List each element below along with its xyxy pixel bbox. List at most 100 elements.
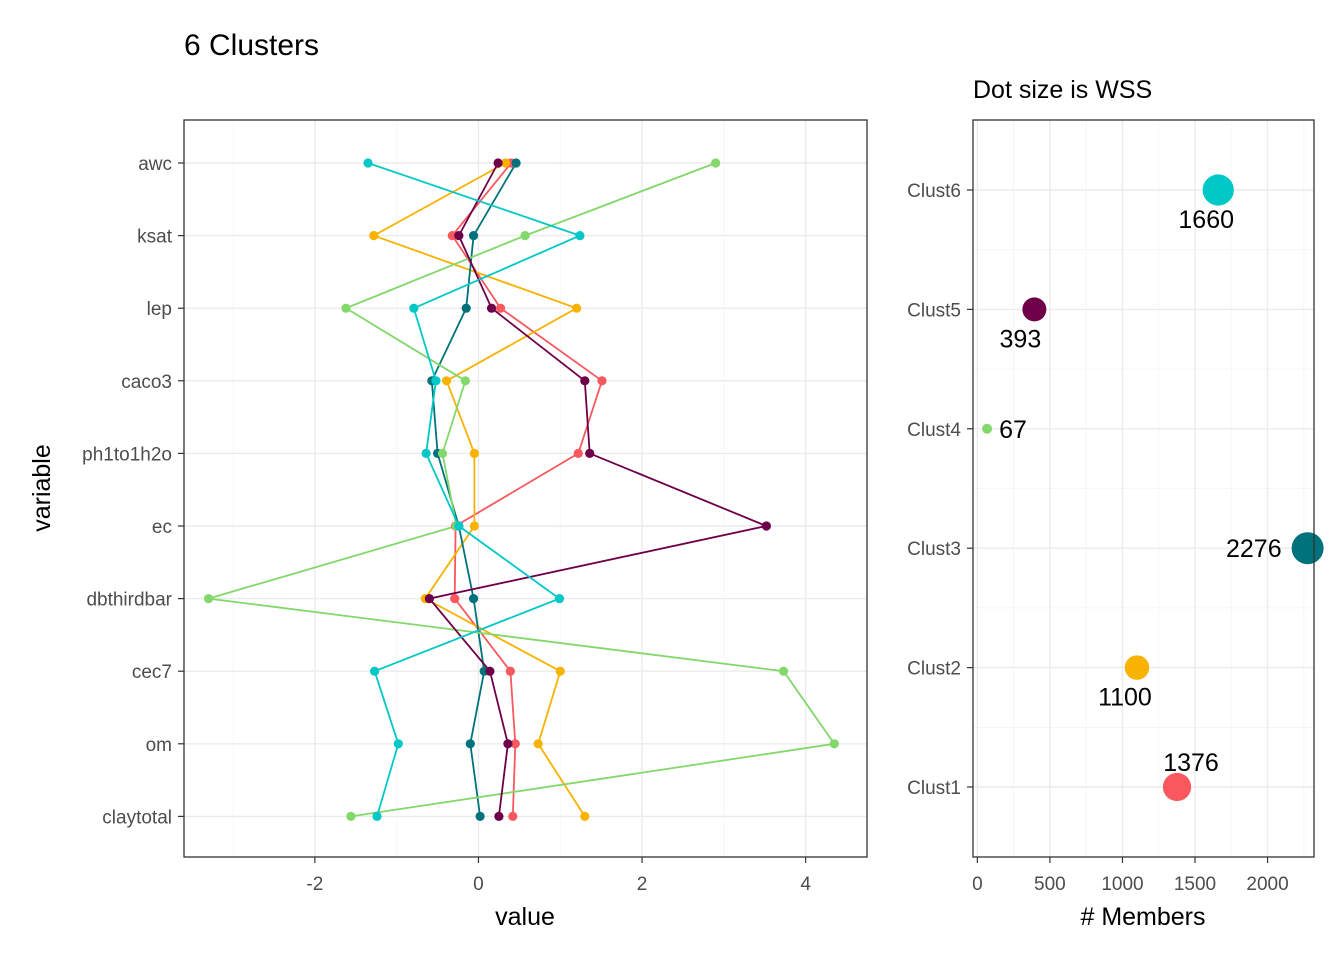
left-y-tick-label: ksat	[137, 227, 173, 248]
cluster-label-clust2: 1100	[1098, 684, 1152, 712]
series-point-1	[495, 303, 506, 313]
series-point-2	[469, 448, 479, 458]
left-x-tick-label: 0	[473, 874, 484, 895]
left-panel-border	[183, 119, 868, 858]
right-y-tick-label: Clust5	[907, 300, 961, 321]
series-point-1	[505, 666, 515, 676]
right-x-tick-label: 500	[1034, 874, 1066, 895]
series-point-6	[409, 303, 419, 313]
right-y-tick-label: Clust3	[907, 539, 961, 560]
cluster-point-clust6	[1202, 174, 1234, 206]
series-point-1	[450, 594, 460, 604]
series-point-4	[778, 666, 789, 676]
right-y-tick-label: Clust6	[907, 181, 961, 202]
series-point-6	[393, 739, 403, 749]
series-point-4	[346, 811, 356, 822]
series-point-1	[510, 739, 520, 749]
left-y-tick-label: cec7	[132, 662, 172, 683]
cluster-label-clust4: 67	[999, 416, 1027, 444]
series-point-4	[341, 303, 351, 313]
left-y-tick-label: ec	[152, 517, 172, 538]
right-panel: Dot size is WSS 1376 1100 2276 67 393 1660 Cl…	[907, 76, 1324, 931]
left-series-group	[203, 158, 839, 822]
series-point-6	[363, 158, 373, 168]
series-point-4	[520, 231, 530, 241]
left-y-tick-label: om	[146, 735, 172, 756]
left-gridlines	[184, 120, 867, 857]
series-point-6	[554, 594, 565, 604]
right-y-tick-label: Clust4	[907, 420, 961, 441]
left-y-axis-title: variable	[28, 444, 56, 532]
right-x-tick-label: 1000	[1101, 874, 1143, 895]
series-point-6	[372, 811, 382, 822]
left-x-tick-label: 4	[800, 874, 811, 895]
series-point-2	[572, 303, 582, 313]
right-x-tick-label: 0	[972, 874, 983, 895]
cluster-label-clust5: 393	[1000, 325, 1042, 353]
series-line-2	[371, 162, 586, 817]
series-point-3	[465, 739, 475, 749]
right-panel-title: Dot size is WSS	[973, 76, 1152, 104]
left-y-tick-label: caco3	[121, 372, 172, 393]
right-panel-border	[972, 119, 1315, 858]
cluster-label-clust3: 2276	[1226, 535, 1282, 563]
series-point-1	[508, 811, 518, 822]
series-point-5	[585, 448, 595, 458]
right-y-tick-label: Clust1	[907, 778, 961, 799]
series-point-3	[468, 594, 479, 604]
right-x-tick-label: 1500	[1174, 874, 1216, 895]
series-point-1	[573, 448, 583, 458]
series-point-2	[369, 231, 379, 241]
cluster-point-clust3	[1291, 532, 1324, 565]
series-point-5	[503, 739, 513, 749]
series-point-5	[494, 811, 504, 822]
series-point-2	[441, 376, 452, 386]
series-line-4	[208, 162, 836, 818]
series-point-6	[431, 376, 441, 386]
cluster-label-clust1: 1376	[1163, 749, 1219, 777]
series-point-5	[454, 231, 464, 241]
series-point-3	[461, 303, 471, 313]
left-x-axis-title: value	[495, 903, 555, 931]
series-point-6	[369, 666, 380, 676]
series-point-6	[421, 448, 431, 458]
left-y-tick-label: dbthirdbar	[86, 590, 172, 611]
series-point-4	[437, 448, 448, 458]
right-y-axis: Clust1 Clust2 Clust3 Clust4 Clust5 Clust6	[907, 181, 973, 799]
series-point-1	[447, 231, 457, 241]
figure-title: 6 Clusters	[184, 29, 319, 62]
series-point-5	[580, 376, 590, 386]
series-point-5	[485, 666, 495, 676]
right-x-axis: 0 500 1000 1500 2000	[972, 857, 1289, 895]
left-panel: awc ksat lep caco3 ph1to1h2o ec dbthirdbar cec7…	[28, 119, 868, 931]
series-point-2	[580, 811, 590, 822]
series-line-5	[427, 162, 770, 817]
series-point-6	[575, 231, 585, 241]
cluster-point-clust1	[1162, 772, 1192, 802]
series-point-2	[555, 666, 565, 676]
series-point-6	[454, 521, 464, 531]
cluster-point-clust2	[1124, 655, 1150, 680]
left-x-axis: -2 0 2 4	[306, 857, 811, 895]
left-y-tick-label: awc	[138, 154, 172, 175]
left-x-tick-label: 2	[637, 874, 648, 895]
series-point-3	[475, 811, 485, 822]
series-line-3	[430, 162, 517, 817]
right-points-group: 1376 1100 2276 67 393 1660	[982, 174, 1324, 802]
series-point-3	[511, 158, 521, 168]
series-point-5	[486, 303, 497, 313]
left-x-tick-label: -2	[306, 874, 323, 895]
series-point-1	[597, 376, 607, 386]
left-y-tick-label: ph1to1h2o	[82, 444, 172, 465]
left-y-tick-label: lep	[147, 299, 172, 320]
series-line-6	[367, 162, 583, 817]
series-point-5	[761, 521, 771, 531]
series-point-4	[203, 594, 214, 604]
series-point-2	[533, 739, 543, 749]
series-point-5	[424, 594, 434, 604]
series-point-3	[468, 231, 479, 241]
right-x-axis-title: # Members	[1080, 903, 1205, 931]
right-y-tick-label: Clust2	[907, 659, 961, 680]
left-y-tick-label: claytotal	[102, 807, 172, 828]
series-point-4	[460, 376, 470, 386]
